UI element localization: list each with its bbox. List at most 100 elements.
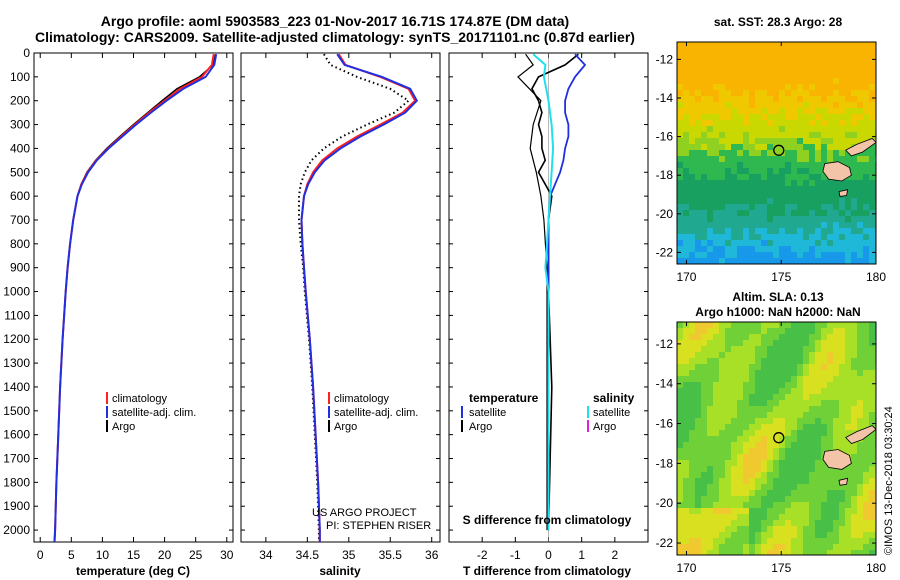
heatmap-cell <box>707 334 713 340</box>
heatmap-cell <box>773 210 779 216</box>
heatmap-cell <box>797 66 803 72</box>
heatmap-cell <box>767 54 773 60</box>
heatmap-cell <box>683 514 689 520</box>
heatmap-cell <box>803 472 809 478</box>
heatmap-cell <box>773 520 779 526</box>
heatmap-cell <box>797 436 803 442</box>
heatmap-cell <box>869 228 875 234</box>
heatmap-cell <box>749 448 755 454</box>
heatmap-cell <box>767 532 773 538</box>
heatmap-cell <box>845 382 851 388</box>
heatmap-cell <box>689 180 695 186</box>
heatmap-cell <box>863 508 869 514</box>
heatmap-cell <box>749 156 755 162</box>
heatmap-cell <box>767 442 773 448</box>
heatmap-cell <box>839 252 845 258</box>
heatmap-cell <box>791 376 797 382</box>
heatmap-cell <box>689 252 695 258</box>
heatmap-cell <box>683 162 689 168</box>
heatmap-cell <box>707 114 713 120</box>
heatmap-cell <box>761 252 767 258</box>
heatmap-cell <box>791 162 797 168</box>
heatmap-cell <box>803 376 809 382</box>
heatmap-cell <box>719 156 725 162</box>
heatmap-cell <box>731 54 737 60</box>
heatmap-cell <box>701 466 707 472</box>
heatmap-cell <box>815 382 821 388</box>
heatmap-cell <box>725 430 731 436</box>
heatmap-cell <box>869 204 875 210</box>
heatmap-cell <box>695 150 701 156</box>
heatmap-cell <box>743 144 749 150</box>
heatmap-cell <box>701 198 707 204</box>
heatmap-cell <box>719 198 725 204</box>
heatmap-cell <box>749 466 755 472</box>
heatmap-cell <box>695 448 701 454</box>
heatmap-cell <box>731 460 737 466</box>
heatmap-cell <box>785 322 791 328</box>
heatmap-cell <box>821 174 827 180</box>
heatmap-cell <box>809 520 815 526</box>
heatmap-cell <box>863 72 869 78</box>
heatmap-cell <box>791 364 797 370</box>
heatmap-cell <box>677 424 683 430</box>
heatmap-cell <box>761 246 767 252</box>
heatmap-cell <box>731 328 737 334</box>
heatmap-cell <box>863 192 869 198</box>
heatmap-cell <box>797 430 803 436</box>
heatmap-cell <box>731 394 737 400</box>
heatmap-cell <box>773 484 779 490</box>
heatmap-cell <box>779 478 785 484</box>
heatmap-cell <box>743 448 749 454</box>
heatmap-cell <box>833 382 839 388</box>
heatmap-cell <box>749 66 755 72</box>
heatmap-cell <box>857 192 863 198</box>
heatmap-cell <box>851 490 857 496</box>
heatmap-cell <box>707 346 713 352</box>
heatmap-cell <box>683 376 689 382</box>
heatmap-cell <box>755 376 761 382</box>
heatmap-cell <box>713 454 719 460</box>
island-viti-levu <box>822 449 852 470</box>
heatmap-cell <box>857 222 863 228</box>
heatmap-cell <box>791 346 797 352</box>
heatmap-cell <box>755 358 761 364</box>
heatmap-cell <box>743 412 749 418</box>
heatmap-cell <box>701 388 707 394</box>
heatmap-cell <box>815 156 821 162</box>
temperature-panel: 0100200300400500600700800900100011001200… <box>3 46 233 578</box>
heatmap-cell <box>827 406 833 412</box>
heatmap-cell <box>827 424 833 430</box>
heatmap-cell <box>815 168 821 174</box>
heatmap-cell <box>683 180 689 186</box>
heatmap-cell <box>869 514 875 520</box>
heatmap-cell <box>725 228 731 234</box>
heatmap-cell <box>695 48 701 54</box>
heatmap-cell <box>833 394 839 400</box>
heatmap-cell <box>845 78 851 84</box>
heatmap-cell <box>689 544 695 550</box>
heatmap-cell <box>833 204 839 210</box>
heatmap-cell <box>767 222 773 228</box>
heatmap-cell <box>821 126 827 132</box>
heatmap-cell <box>845 108 851 114</box>
heatmap-cell <box>821 150 827 156</box>
salinity-depth-ticks <box>241 52 440 531</box>
heatmap-cell <box>737 424 743 430</box>
heatmap-cell <box>731 418 737 424</box>
heatmap-cell <box>761 126 767 132</box>
heatmap-cell <box>731 406 737 412</box>
heatmap-cell <box>845 222 851 228</box>
heatmap-cell <box>797 346 803 352</box>
heatmap-cell <box>821 96 827 102</box>
heatmap-cell <box>779 240 785 246</box>
heatmap-cell <box>683 108 689 114</box>
heatmap-cell <box>833 442 839 448</box>
heatmap-cell <box>719 358 725 364</box>
heatmap-cell <box>869 478 875 484</box>
heatmap-cell <box>863 180 869 186</box>
heatmap-cell <box>803 210 809 216</box>
heatmap-cell <box>857 198 863 204</box>
heatmap-cell <box>845 448 851 454</box>
heatmap-cell <box>707 508 713 514</box>
